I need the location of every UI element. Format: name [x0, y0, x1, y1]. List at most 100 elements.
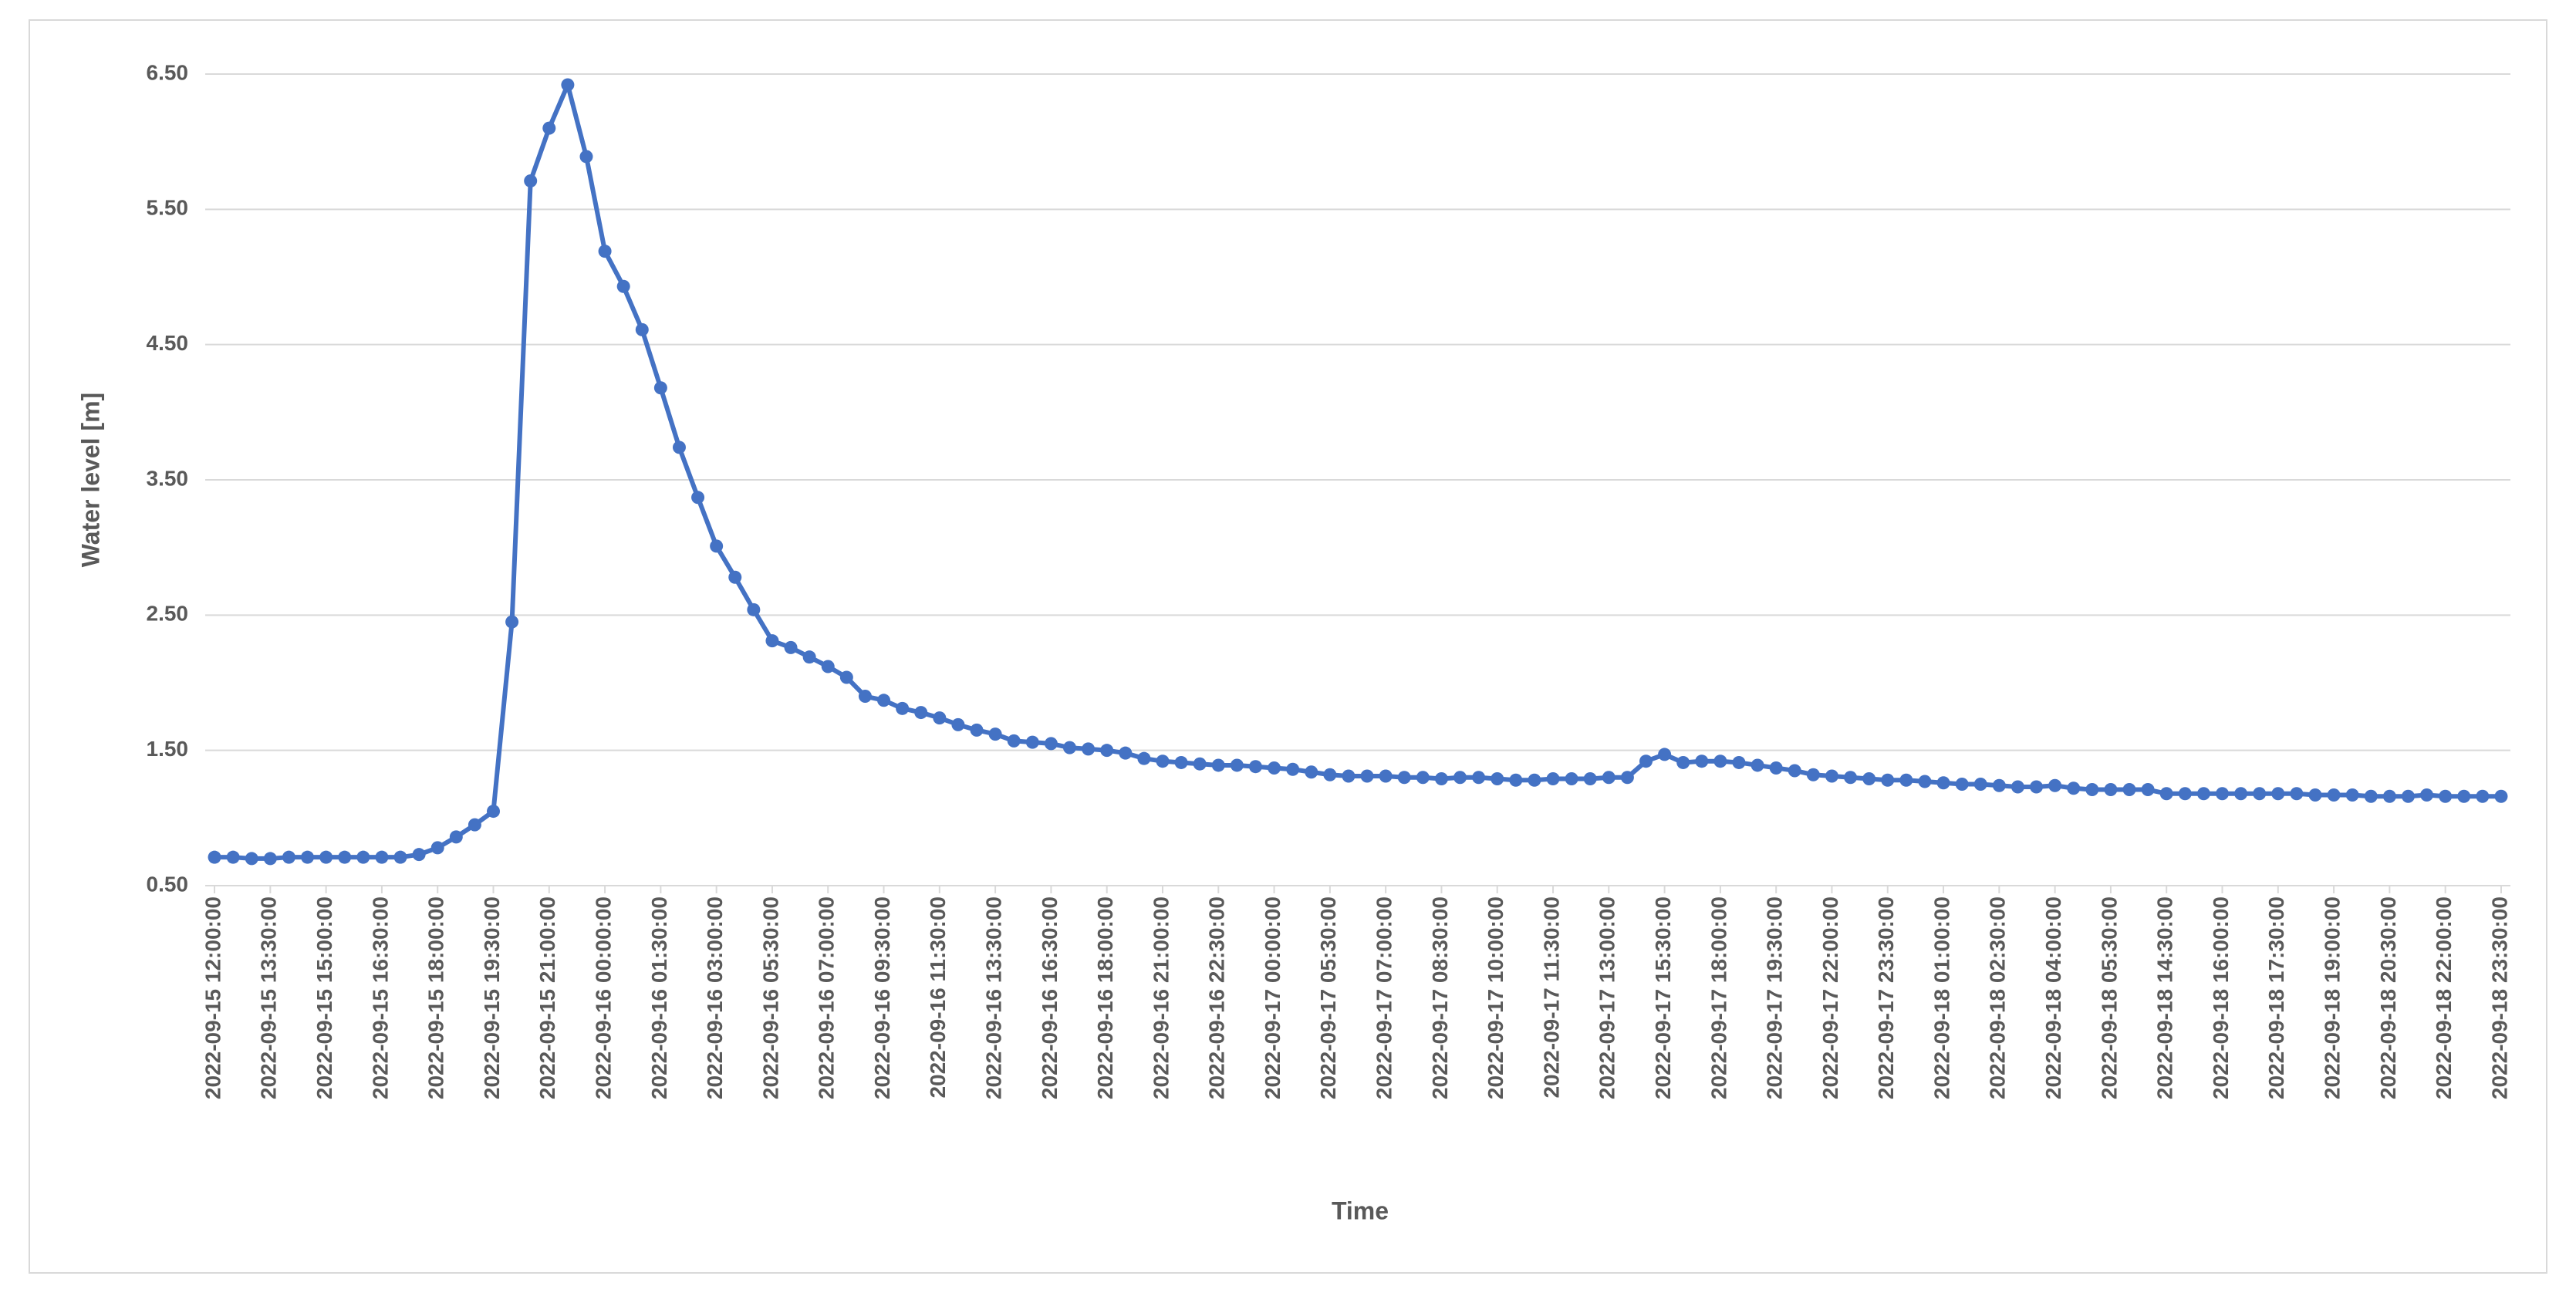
marker [1230, 758, 1244, 772]
marker [1676, 755, 1690, 769]
marker [1156, 754, 1170, 768]
marker [747, 603, 761, 616]
marker [2439, 789, 2453, 803]
marker [970, 723, 984, 737]
marker [951, 717, 965, 731]
x-tick-label: 2022-09-17 13:00:00 [1595, 896, 1619, 1099]
marker [1713, 754, 1727, 768]
marker [2085, 783, 2099, 797]
marker [2457, 789, 2471, 803]
y-tick-label: 4.50 [147, 331, 189, 355]
x-tick-label: 2022-09-16 11:30:00 [926, 896, 950, 1099]
x-tick-label: 2022-09-18 05:30:00 [2097, 896, 2121, 1099]
marker [430, 841, 444, 855]
x-tick-label: 2022-09-16 21:00:00 [1149, 896, 1173, 1099]
marker [728, 570, 742, 584]
marker [282, 850, 295, 864]
marker [2290, 787, 2304, 801]
marker [1007, 734, 1021, 748]
x-tick-label: 2022-09-16 18:00:00 [1093, 896, 1117, 1099]
marker [263, 852, 277, 866]
y-tick-label: 3.50 [147, 466, 189, 490]
marker [2048, 778, 2062, 792]
marker [1268, 761, 1281, 775]
marker [2420, 788, 2434, 802]
marker [1751, 758, 1764, 772]
marker [1639, 754, 1653, 768]
marker [1936, 776, 1950, 790]
marker [1082, 742, 1096, 756]
marker [896, 701, 910, 715]
marker [1119, 746, 1133, 760]
marker [653, 381, 667, 395]
marker [933, 711, 947, 725]
marker [598, 245, 612, 258]
marker [245, 852, 258, 866]
x-tick-label: 2022-09-16 22:30:00 [1205, 896, 1229, 1099]
marker [1918, 775, 1932, 788]
marker [1528, 773, 1541, 787]
x-tick-label: 2022-09-17 05:30:00 [1316, 896, 1340, 1099]
marker [2327, 788, 2341, 802]
marker [635, 322, 649, 336]
marker [1044, 737, 1058, 751]
marker [1769, 761, 1783, 775]
marker [561, 78, 575, 92]
marker [1174, 755, 1188, 769]
marker [616, 279, 630, 293]
marker [1862, 771, 1876, 785]
x-axis-title: Time [1332, 1197, 1389, 1224]
marker [1434, 771, 1448, 785]
marker [2159, 787, 2173, 801]
y-tick-label: 6.50 [147, 60, 189, 84]
line [214, 83, 2501, 861]
marker [1844, 771, 1858, 785]
marker [1063, 741, 1076, 754]
x-tick-label: 2022-09-16 01:30:00 [647, 896, 671, 1099]
marker [1565, 771, 1578, 785]
x-tick-label: 2022-09-17 18:00:00 [1707, 896, 1730, 1099]
marker [1732, 755, 1746, 769]
marker [338, 850, 352, 864]
marker [1546, 771, 1560, 785]
x-tick-label: 2022-09-18 17:30:00 [2264, 896, 2288, 1099]
marker [505, 615, 519, 629]
marker [784, 640, 798, 654]
x-tick-label: 2022-09-15 19:30:00 [480, 896, 504, 1099]
marker [1583, 771, 1597, 785]
marker [1602, 771, 1615, 785]
marker [2104, 783, 2118, 797]
marker [1193, 757, 1207, 771]
marker [524, 174, 538, 188]
marker [1955, 778, 1969, 791]
marker [1881, 773, 1895, 787]
marker [1342, 769, 1356, 783]
marker [1788, 764, 1801, 778]
marker [487, 805, 500, 819]
marker [1305, 765, 1318, 779]
marker [1509, 773, 1523, 787]
x-tick-label: 2022-09-18 23:30:00 [2487, 896, 2511, 1099]
x-tick-label: 2022-09-16 05:30:00 [758, 896, 782, 1099]
marker [1248, 760, 1262, 774]
marker [226, 850, 240, 864]
marker [710, 539, 724, 553]
marker [1806, 768, 1820, 781]
marker [1491, 771, 1504, 785]
marker [2216, 787, 2229, 801]
x-tick-label: 2022-09-18 19:00:00 [2320, 896, 2344, 1099]
marker [1973, 778, 1987, 791]
x-tick-label: 2022-09-17 07:00:00 [1372, 896, 1396, 1099]
marker [2141, 783, 2155, 797]
marker [2308, 788, 2322, 802]
marker [542, 121, 556, 135]
marker [468, 818, 481, 832]
x-tick-label: 2022-09-15 12:00:00 [201, 896, 225, 1099]
marker [988, 727, 1002, 741]
x-tick-label: 2022-09-16 09:30:00 [870, 896, 894, 1099]
marker [2010, 780, 2024, 794]
x-tick-label: 2022-09-17 22:00:00 [1818, 896, 1842, 1099]
marker [1472, 771, 1486, 785]
